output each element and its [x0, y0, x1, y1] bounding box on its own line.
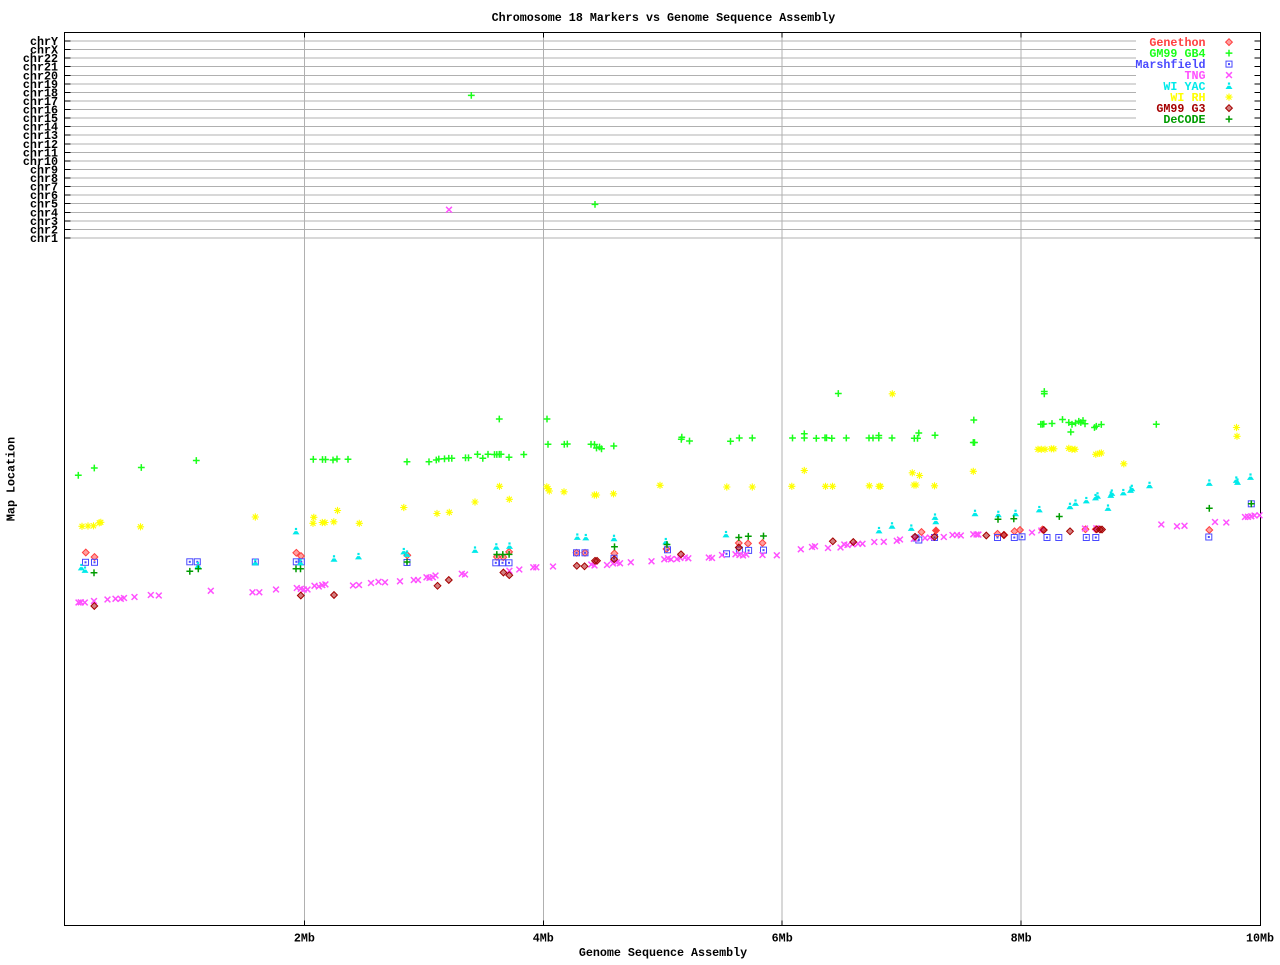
svg-text:chr13: chr13 — [23, 129, 58, 143]
svg-text:2Mb: 2Mb — [294, 932, 315, 946]
svg-text:chr8: chr8 — [30, 172, 58, 186]
svg-text:Marshfield: Marshfield — [1135, 58, 1205, 72]
svg-text:chr19: chr19 — [23, 78, 58, 92]
svg-text:chr11: chr11 — [23, 146, 58, 160]
svg-text:6Mb: 6Mb — [772, 932, 793, 946]
svg-text:DeCODE: DeCODE — [1163, 113, 1205, 127]
svg-text:chr9: chr9 — [30, 164, 58, 178]
svg-text:8Mb: 8Mb — [1011, 932, 1032, 946]
svg-text:chr1: chr1 — [30, 232, 58, 246]
svg-text:GM99 GB4: GM99 GB4 — [1149, 47, 1205, 61]
svg-text:Genethon: Genethon — [1149, 36, 1205, 50]
svg-text:chr5: chr5 — [30, 198, 58, 212]
svg-text:chr14: chr14 — [23, 121, 58, 135]
svg-text:chr22: chr22 — [23, 52, 58, 66]
svg-text:chrX: chrX — [30, 44, 59, 58]
svg-text:chr6: chr6 — [30, 189, 58, 203]
svg-text:chr7: chr7 — [30, 181, 58, 195]
svg-text:chr18: chr18 — [23, 86, 58, 100]
svg-text:chr21: chr21 — [23, 61, 58, 75]
svg-text:WI YAC: WI YAC — [1163, 80, 1205, 94]
svg-text:chr16: chr16 — [23, 104, 58, 118]
svg-text:chr17: chr17 — [23, 95, 58, 109]
svg-text:chr12: chr12 — [23, 138, 58, 152]
svg-text:chr4: chr4 — [30, 206, 58, 220]
svg-text:GM99 G3: GM99 G3 — [1156, 102, 1205, 116]
svg-text:chrY: chrY — [30, 35, 58, 49]
svg-text:Chromosome 18 Markers vs Genom: Chromosome 18 Markers vs Genome Sequence… — [492, 11, 836, 25]
svg-text:4Mb: 4Mb — [533, 932, 554, 946]
svg-text:chr2: chr2 — [30, 223, 58, 237]
svg-text:Map Location: Map Location — [5, 437, 19, 521]
svg-text:TNG: TNG — [1184, 69, 1205, 83]
svg-text:chr15: chr15 — [23, 112, 58, 126]
svg-text:chr20: chr20 — [23, 69, 58, 83]
svg-text:Genome Sequence Assembly: Genome Sequence Assembly — [579, 946, 747, 960]
svg-text:chr10: chr10 — [23, 155, 58, 169]
svg-text:10Mb: 10Mb — [1246, 932, 1274, 946]
svg-text:chr3: chr3 — [30, 215, 58, 229]
svg-text:WI RH: WI RH — [1170, 91, 1205, 105]
